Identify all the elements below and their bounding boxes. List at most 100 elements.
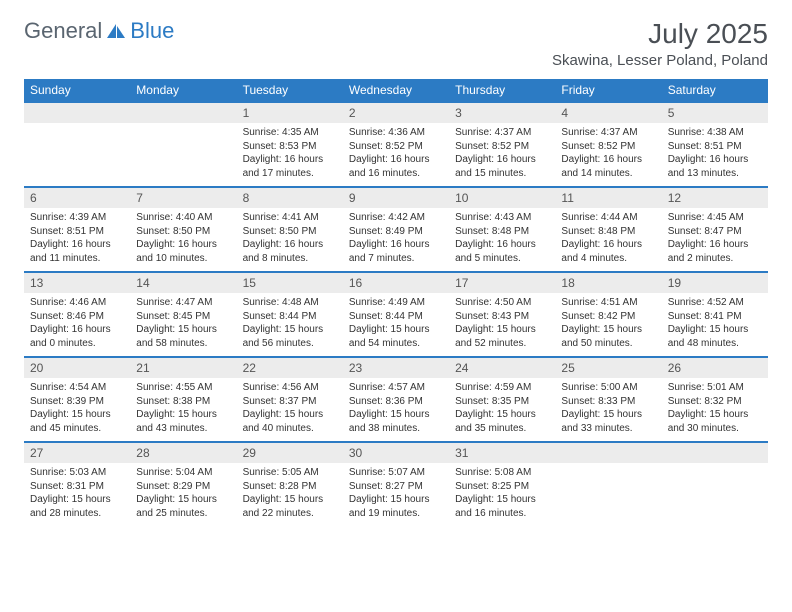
calendar-day-cell: 14Sunrise: 4:47 AMSunset: 8:45 PMDayligh… <box>130 271 236 356</box>
daylight-text: Daylight: 15 hours and 56 minutes. <box>243 323 337 350</box>
calendar-day-cell: 12Sunrise: 4:45 AMSunset: 8:47 PMDayligh… <box>662 186 768 271</box>
calendar-day-cell: 25Sunrise: 5:00 AMSunset: 8:33 PMDayligh… <box>555 356 661 441</box>
daylight-text: Daylight: 15 hours and 58 minutes. <box>136 323 230 350</box>
calendar-day-cell <box>24 101 130 186</box>
sunset-text: Sunset: 8:49 PM <box>349 225 443 239</box>
weekday-friday: Friday <box>555 79 661 101</box>
sunset-text: Sunset: 8:50 PM <box>136 225 230 239</box>
sunrise-text: Sunrise: 4:59 AM <box>455 381 549 395</box>
sunset-text: Sunset: 8:37 PM <box>243 395 337 409</box>
day-details: Sunrise: 4:51 AMSunset: 8:42 PMDaylight:… <box>555 293 661 356</box>
daylight-text: Daylight: 16 hours and 13 minutes. <box>668 153 762 180</box>
daylight-text: Daylight: 15 hours and 45 minutes. <box>30 408 124 435</box>
day-wrap: 13Sunrise: 4:46 AMSunset: 8:46 PMDayligh… <box>24 271 130 356</box>
calendar-day-cell: 2Sunrise: 4:36 AMSunset: 8:52 PMDaylight… <box>343 101 449 186</box>
day-details: Sunrise: 4:44 AMSunset: 8:48 PMDaylight:… <box>555 208 661 271</box>
day-details: Sunrise: 5:03 AMSunset: 8:31 PMDaylight:… <box>24 463 130 526</box>
sunset-text: Sunset: 8:32 PM <box>668 395 762 409</box>
sunrise-text: Sunrise: 4:39 AM <box>30 211 124 225</box>
day-number <box>662 443 768 463</box>
day-details: Sunrise: 4:37 AMSunset: 8:52 PMDaylight:… <box>555 123 661 186</box>
sunset-text: Sunset: 8:31 PM <box>30 480 124 494</box>
day-wrap: 22Sunrise: 4:56 AMSunset: 8:37 PMDayligh… <box>237 356 343 441</box>
day-details: Sunrise: 4:41 AMSunset: 8:50 PMDaylight:… <box>237 208 343 271</box>
day-details <box>24 123 130 132</box>
day-wrap: 16Sunrise: 4:49 AMSunset: 8:44 PMDayligh… <box>343 271 449 356</box>
day-number: 22 <box>237 358 343 378</box>
day-number: 11 <box>555 188 661 208</box>
calendar-day-cell: 31Sunrise: 5:08 AMSunset: 8:25 PMDayligh… <box>449 441 555 526</box>
day-details: Sunrise: 4:54 AMSunset: 8:39 PMDaylight:… <box>24 378 130 441</box>
day-details: Sunrise: 4:55 AMSunset: 8:38 PMDaylight:… <box>130 378 236 441</box>
day-wrap: 2Sunrise: 4:36 AMSunset: 8:52 PMDaylight… <box>343 101 449 186</box>
daylight-text: Daylight: 15 hours and 35 minutes. <box>455 408 549 435</box>
day-wrap: 18Sunrise: 4:51 AMSunset: 8:42 PMDayligh… <box>555 271 661 356</box>
daylight-text: Daylight: 15 hours and 48 minutes. <box>668 323 762 350</box>
day-number <box>555 443 661 463</box>
calendar-day-cell <box>662 441 768 526</box>
sunset-text: Sunset: 8:52 PM <box>349 140 443 154</box>
day-number: 16 <box>343 273 449 293</box>
sunset-text: Sunset: 8:33 PM <box>561 395 655 409</box>
day-number: 7 <box>130 188 236 208</box>
sunset-text: Sunset: 8:52 PM <box>455 140 549 154</box>
day-wrap: 17Sunrise: 4:50 AMSunset: 8:43 PMDayligh… <box>449 271 555 356</box>
day-details: Sunrise: 4:59 AMSunset: 8:35 PMDaylight:… <box>449 378 555 441</box>
calendar-day-cell: 1Sunrise: 4:35 AMSunset: 8:53 PMDaylight… <box>237 101 343 186</box>
day-number: 25 <box>555 358 661 378</box>
daylight-text: Daylight: 15 hours and 33 minutes. <box>561 408 655 435</box>
daylight-text: Daylight: 15 hours and 50 minutes. <box>561 323 655 350</box>
brand-part2: Blue <box>130 18 174 44</box>
daylight-text: Daylight: 15 hours and 38 minutes. <box>349 408 443 435</box>
day-wrap: 29Sunrise: 5:05 AMSunset: 8:28 PMDayligh… <box>237 441 343 526</box>
daylight-text: Daylight: 16 hours and 16 minutes. <box>349 153 443 180</box>
day-wrap: 25Sunrise: 5:00 AMSunset: 8:33 PMDayligh… <box>555 356 661 441</box>
day-number: 23 <box>343 358 449 378</box>
day-wrap: 6Sunrise: 4:39 AMSunset: 8:51 PMDaylight… <box>24 186 130 271</box>
sunrise-text: Sunrise: 4:44 AM <box>561 211 655 225</box>
day-details <box>662 463 768 472</box>
day-details: Sunrise: 5:07 AMSunset: 8:27 PMDaylight:… <box>343 463 449 526</box>
calendar-day-cell: 20Sunrise: 4:54 AMSunset: 8:39 PMDayligh… <box>24 356 130 441</box>
sunset-text: Sunset: 8:51 PM <box>668 140 762 154</box>
day-number: 21 <box>130 358 236 378</box>
day-number: 30 <box>343 443 449 463</box>
daylight-text: Daylight: 15 hours and 30 minutes. <box>668 408 762 435</box>
day-wrap <box>555 441 661 472</box>
sunrise-text: Sunrise: 4:42 AM <box>349 211 443 225</box>
day-number: 26 <box>662 358 768 378</box>
calendar-day-cell: 28Sunrise: 5:04 AMSunset: 8:29 PMDayligh… <box>130 441 236 526</box>
sunset-text: Sunset: 8:35 PM <box>455 395 549 409</box>
sunrise-text: Sunrise: 4:36 AM <box>349 126 443 140</box>
daylight-text: Daylight: 16 hours and 11 minutes. <box>30 238 124 265</box>
weekday-sunday: Sunday <box>24 79 130 101</box>
day-details: Sunrise: 4:52 AMSunset: 8:41 PMDaylight:… <box>662 293 768 356</box>
day-details: Sunrise: 5:04 AMSunset: 8:29 PMDaylight:… <box>130 463 236 526</box>
calendar-day-cell: 15Sunrise: 4:48 AMSunset: 8:44 PMDayligh… <box>237 271 343 356</box>
sunrise-text: Sunrise: 4:40 AM <box>136 211 230 225</box>
month-title: July 2025 <box>552 18 768 50</box>
day-wrap: 19Sunrise: 4:52 AMSunset: 8:41 PMDayligh… <box>662 271 768 356</box>
day-details <box>555 463 661 472</box>
sunrise-text: Sunrise: 4:49 AM <box>349 296 443 310</box>
day-number: 19 <box>662 273 768 293</box>
day-wrap <box>662 441 768 472</box>
calendar-day-cell: 8Sunrise: 4:41 AMSunset: 8:50 PMDaylight… <box>237 186 343 271</box>
daylight-text: Daylight: 15 hours and 16 minutes. <box>455 493 549 520</box>
daylight-text: Daylight: 16 hours and 14 minutes. <box>561 153 655 180</box>
title-block: July 2025 Skawina, Lesser Poland, Poland <box>552 18 768 69</box>
day-number <box>130 103 236 123</box>
sunset-text: Sunset: 8:51 PM <box>30 225 124 239</box>
day-wrap: 14Sunrise: 4:47 AMSunset: 8:45 PMDayligh… <box>130 271 236 356</box>
day-number: 13 <box>24 273 130 293</box>
sunrise-text: Sunrise: 4:56 AM <box>243 381 337 395</box>
calendar-day-cell: 29Sunrise: 5:05 AMSunset: 8:28 PMDayligh… <box>237 441 343 526</box>
daylight-text: Daylight: 16 hours and 2 minutes. <box>668 238 762 265</box>
daylight-text: Daylight: 15 hours and 43 minutes. <box>136 408 230 435</box>
day-details: Sunrise: 5:01 AMSunset: 8:32 PMDaylight:… <box>662 378 768 441</box>
sunrise-text: Sunrise: 5:03 AM <box>30 466 124 480</box>
day-wrap <box>24 101 130 132</box>
sunset-text: Sunset: 8:45 PM <box>136 310 230 324</box>
day-details: Sunrise: 4:35 AMSunset: 8:53 PMDaylight:… <box>237 123 343 186</box>
calendar-day-cell: 4Sunrise: 4:37 AMSunset: 8:52 PMDaylight… <box>555 101 661 186</box>
